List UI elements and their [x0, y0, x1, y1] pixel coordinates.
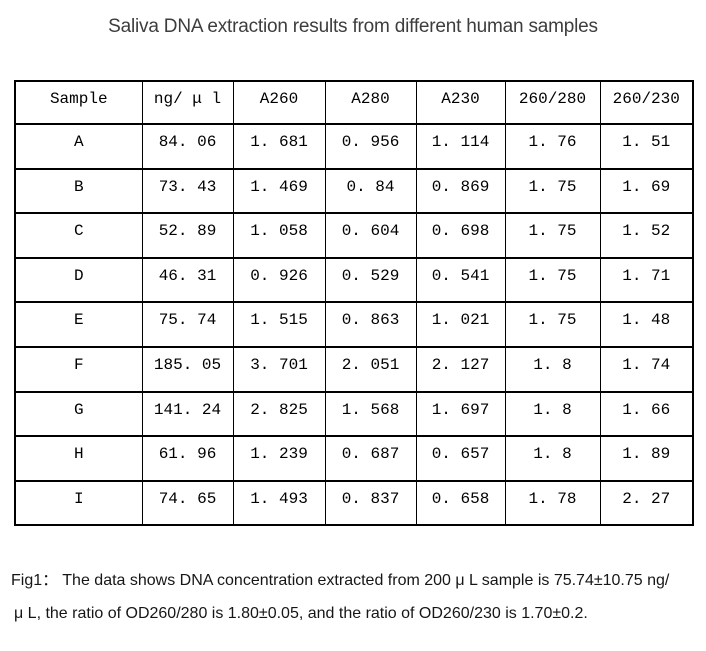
col-header-a280: A280 [324, 80, 417, 125]
page-title: Saliva DNA extraction results from diffe… [108, 16, 598, 37]
caption-line-2: μ L, the ratio of OD260/280 is 1.80±0.05… [14, 605, 588, 622]
results-table: Sample ng/ μ l A260 A280 A230 260/280 26… [14, 80, 694, 527]
cell: 1. 78 [504, 479, 601, 527]
cell: 46. 31 [141, 256, 234, 304]
cell: 1. 8 [504, 345, 601, 393]
cell: 2. 051 [324, 345, 417, 393]
cell: 1. 75 [504, 301, 601, 348]
cell: 73. 43 [141, 167, 234, 215]
cell: 0. 84 [324, 167, 417, 215]
cell: 0. 529 [324, 256, 417, 304]
table-row: H 61. 96 1. 239 0. 687 0. 657 1. 8 1. 89 [14, 435, 694, 482]
cell: 1. 697 [415, 390, 506, 438]
col-header-a260: A260 [232, 80, 326, 125]
cell: 1. 74 [599, 345, 694, 393]
cell: 0. 687 [324, 435, 417, 482]
table-header-row: Sample ng/ μ l A260 A280 A230 260/280 26… [14, 80, 694, 125]
cell: 1. 75 [504, 256, 601, 304]
cell: 2. 825 [232, 390, 326, 438]
cell: 1. 469 [232, 167, 326, 215]
cell: 1. 48 [599, 301, 694, 348]
cell: 52. 89 [141, 212, 234, 259]
table-row: E 75. 74 1. 515 0. 863 1. 021 1. 75 1. 4… [14, 301, 694, 348]
cell: 0. 657 [415, 435, 506, 482]
cell: 1. 69 [599, 167, 694, 215]
cell: 1. 75 [504, 212, 601, 259]
cell: 0. 658 [415, 479, 506, 527]
cell-sample: I [14, 479, 143, 527]
cell-sample: C [14, 212, 143, 259]
table-row: C 52. 89 1. 058 0. 604 0. 698 1. 75 1. 5… [14, 212, 694, 259]
table-row: D 46. 31 0. 926 0. 529 0. 541 1. 75 1. 7… [14, 256, 694, 304]
cell: 75. 74 [141, 301, 234, 348]
cell-sample: F [14, 345, 143, 393]
cell: 0. 869 [415, 167, 506, 215]
col-header-a230: A230 [415, 80, 506, 125]
table-row: A 84. 06 1. 681 0. 956 1. 114 1. 76 1. 5… [14, 123, 694, 170]
cell: 84. 06 [141, 123, 234, 170]
cell: 1. 493 [232, 479, 326, 527]
cell: 2. 127 [415, 345, 506, 393]
cell: 1. 71 [599, 256, 694, 304]
cell-sample: D [14, 256, 143, 304]
cell: 141. 24 [141, 390, 234, 438]
cell: 0. 604 [324, 212, 417, 259]
table-row: B 73. 43 1. 469 0. 84 0. 869 1. 75 1. 69 [14, 167, 694, 215]
cell: 185. 05 [141, 345, 234, 393]
cell: 0. 863 [324, 301, 417, 348]
cell: 0. 837 [324, 479, 417, 527]
cell-sample: A [14, 123, 143, 170]
cell: 1. 75 [504, 167, 601, 215]
col-header-260-230: 260/230 [599, 80, 694, 125]
table-row: I 74. 65 1. 493 0. 837 0. 658 1. 78 2. 2… [14, 479, 694, 527]
cell: 1. 239 [232, 435, 326, 482]
cell-sample: H [14, 435, 143, 482]
caption-line-1: Fig1： The data shows DNA concentration e… [11, 572, 670, 589]
cell: 1. 66 [599, 390, 694, 438]
cell: 1. 114 [415, 123, 506, 170]
cell: 1. 021 [415, 301, 506, 348]
cell: 61. 96 [141, 435, 234, 482]
cell: 0. 956 [324, 123, 417, 170]
cell: 1. 8 [504, 390, 601, 438]
figure-caption: Fig1： The data shows DNA concentration e… [11, 564, 701, 630]
cell-sample: E [14, 301, 143, 348]
table-row: G 141. 24 2. 825 1. 568 1. 697 1. 8 1. 6… [14, 390, 694, 438]
cell-sample: G [14, 390, 143, 438]
cell: 3. 701 [232, 345, 326, 393]
cell: 1. 515 [232, 301, 326, 348]
cell: 1. 681 [232, 123, 326, 170]
cell: 1. 568 [324, 390, 417, 438]
col-header-sample: Sample [14, 80, 143, 125]
cell: 1. 52 [599, 212, 694, 259]
cell-sample: B [14, 167, 143, 215]
cell: 2. 27 [599, 479, 694, 527]
table-row: F 185. 05 3. 701 2. 051 2. 127 1. 8 1. 7… [14, 345, 694, 393]
cell: 1. 8 [504, 435, 601, 482]
cell: 1. 89 [599, 435, 694, 482]
cell: 1. 76 [504, 123, 601, 170]
cell: 0. 541 [415, 256, 506, 304]
col-header-ng-ul: ng/ μ l [141, 80, 234, 125]
cell: 1. 058 [232, 212, 326, 259]
cell: 0. 926 [232, 256, 326, 304]
cell: 74. 65 [141, 479, 234, 527]
cell: 0. 698 [415, 212, 506, 259]
col-header-260-280: 260/280 [504, 80, 601, 125]
cell: 1. 51 [599, 123, 694, 170]
